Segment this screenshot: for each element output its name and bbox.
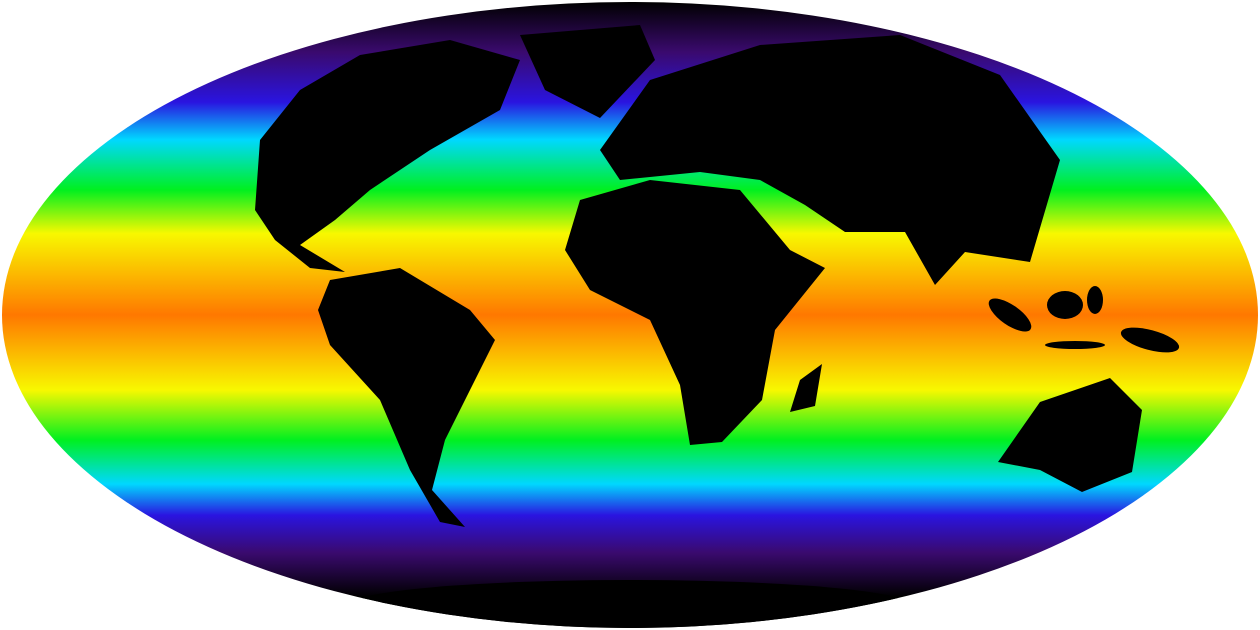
greenland <box>520 25 655 118</box>
eurasia <box>600 35 1060 285</box>
land-masses <box>255 25 1180 628</box>
north-america <box>255 40 520 272</box>
antarctica <box>350 580 910 628</box>
south-america <box>318 268 495 527</box>
australia <box>998 378 1142 492</box>
madagascar <box>790 364 822 412</box>
indonesia <box>988 286 1180 353</box>
africa <box>565 180 825 445</box>
